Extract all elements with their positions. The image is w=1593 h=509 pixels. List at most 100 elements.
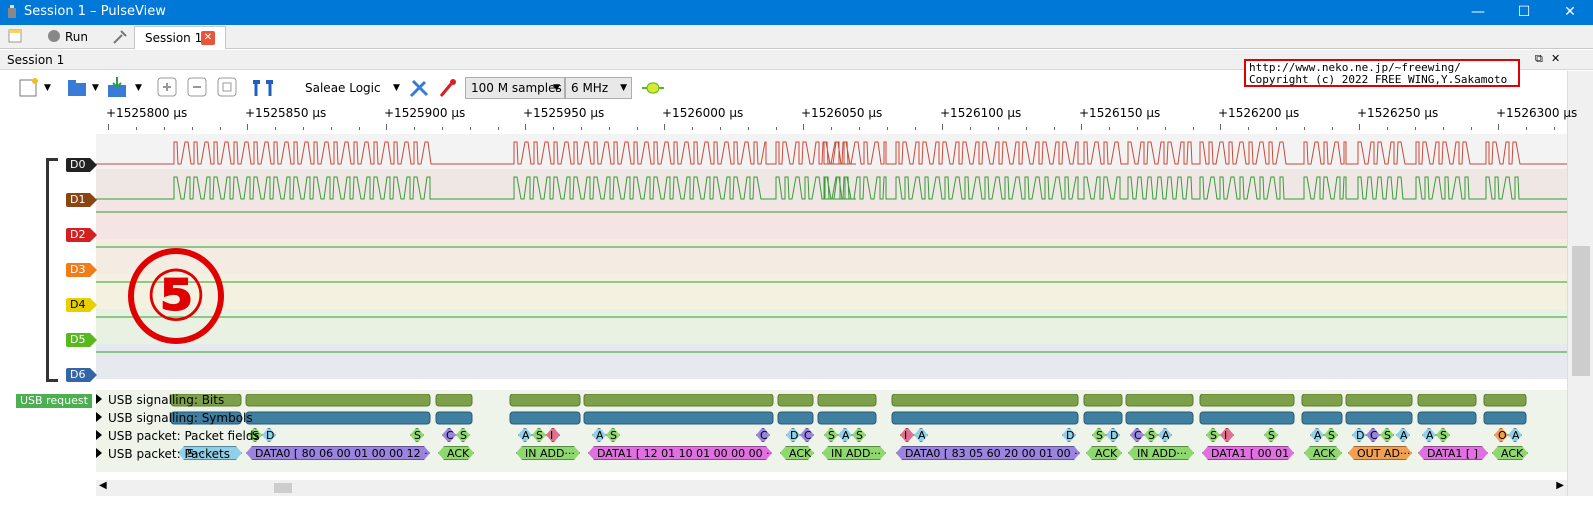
channel-label-d0[interactable]: D0	[66, 158, 97, 172]
packet-annotation[interactable]: DATA0 [ 80 06 00 01 00 00 12 ···	[246, 446, 430, 460]
packet-annotation[interactable]: IN ADD···	[1128, 446, 1194, 460]
packet-annotation[interactable]: IN ADD···	[516, 446, 580, 460]
sample-rate-select[interactable]: 6 MHz ▼	[565, 77, 632, 99]
packet-field[interactable]: A	[1396, 428, 1410, 442]
bit-segment	[245, 394, 431, 407]
chevron-down-icon[interactable]: ▼	[393, 83, 400, 93]
channel-label-d6[interactable]: D6	[66, 368, 97, 382]
usb-request-label[interactable]: USB request	[16, 394, 92, 408]
chevron-down-icon[interactable]: ▼	[92, 83, 99, 93]
close-dock-icon[interactable]: ✕	[1551, 52, 1561, 65]
close-window-button[interactable]: ✕	[1564, 4, 1576, 20]
packet-field[interactable]: C	[1366, 428, 1380, 442]
packet-field[interactable]: S	[1380, 428, 1394, 442]
packet-annotation[interactable]: DATA1 [ ]	[1418, 446, 1488, 460]
packet-field[interactable]: A	[1158, 428, 1172, 442]
channel-label-d5[interactable]: D5	[66, 333, 97, 347]
packet-field[interactable]: D	[1352, 428, 1366, 442]
packet-field[interactable]: S	[410, 428, 424, 442]
close-tab-icon[interactable]: ✕	[201, 31, 215, 45]
decoder-icon[interactable]	[641, 77, 665, 99]
zoom-in-icon[interactable]	[157, 77, 177, 99]
packet-field[interactable]: S	[1324, 428, 1338, 442]
packet-annotation[interactable]: ACK	[1304, 446, 1342, 460]
decoder-row-fields[interactable]: USB packet: Packet fields	[96, 429, 260, 443]
save-icon[interactable]	[106, 77, 130, 99]
time-ruler[interactable]: +1525800 µs +1525850 µs +1525900 µs +152595…	[96, 104, 1577, 134]
packet-annotation[interactable]: S···	[178, 446, 242, 460]
packet-field[interactable]: S	[248, 428, 262, 442]
packet-field[interactable]: I	[546, 428, 560, 442]
packet-field[interactable]: S	[1206, 428, 1220, 442]
packet-field[interactable]: A	[1422, 428, 1436, 442]
tools-icon[interactable]	[112, 29, 128, 45]
float-icon[interactable]: ⧉	[1535, 52, 1543, 65]
scroll-thumb[interactable]	[274, 483, 292, 493]
run-button[interactable]: Run	[65, 30, 89, 44]
packet-annotation[interactable]: ACK	[1086, 446, 1122, 460]
packet-field[interactable]: S	[1436, 428, 1450, 442]
packet-field[interactable]: D	[1106, 428, 1120, 442]
decoder-row-packets[interactable]: USB packet: Packets	[96, 447, 230, 461]
packet-field[interactable]: A	[838, 428, 852, 442]
channel-label-d3[interactable]: D3	[66, 263, 97, 277]
packet-field[interactable]: S	[824, 428, 838, 442]
horizontal-scrollbar[interactable]: ◀ ▶	[96, 480, 1567, 496]
packet-field[interactable]: S	[1144, 428, 1158, 442]
packet-field[interactable]: S	[1092, 428, 1106, 442]
tab-session-1[interactable]: Session 1 ✕	[134, 26, 226, 49]
packet-field[interactable]: A	[592, 428, 606, 442]
probe-icon[interactable]	[438, 77, 458, 99]
zoom-out-icon[interactable]	[187, 77, 207, 99]
packet-field[interactable]: A	[518, 428, 532, 442]
scroll-left-icon[interactable]: ◀	[99, 480, 107, 491]
packet-annotation[interactable]: DATA1 [ 12 01 10 01 00 00 00 ···	[588, 446, 772, 460]
packet-field[interactable]: O	[1494, 428, 1508, 442]
sample-count-select[interactable]: 100 M samples ▼	[465, 77, 565, 99]
packet-field[interactable]: S	[1264, 428, 1278, 442]
packet-annotation[interactable]: DATA1 [ 00 01 ]	[1202, 446, 1294, 460]
decoder-row-symbols[interactable]: USB signalling: Symbols	[96, 411, 253, 425]
packet-field[interactable]: A	[1310, 428, 1324, 442]
packet-field[interactable]: I	[900, 428, 914, 442]
scroll-thumb[interactable]	[1572, 246, 1590, 376]
scroll-right-icon[interactable]: ▶	[1556, 480, 1564, 491]
packet-field[interactable]: A	[1508, 428, 1522, 442]
packet-annotation[interactable]: DATA0 [ 83 05 60 20 00 01 00 ···	[896, 446, 1080, 460]
open-icon[interactable]	[66, 77, 88, 99]
channel-label-d2[interactable]: D2	[66, 228, 97, 242]
packet-field[interactable]: S	[606, 428, 620, 442]
packet-annotation[interactable]: OUT AD···	[1348, 446, 1412, 460]
new-view-icon[interactable]	[18, 77, 40, 99]
packet-field[interactable]: S	[532, 428, 546, 442]
packet-field[interactable]: S	[852, 428, 866, 442]
zoom-fit-icon[interactable]	[217, 77, 237, 99]
packet-field[interactable]: A	[914, 428, 928, 442]
packet-field[interactable]: D	[1062, 428, 1076, 442]
packet-annotation[interactable]: ACK	[1492, 446, 1528, 460]
vertical-scrollbar[interactable]	[1567, 71, 1593, 496]
packet-field[interactable]: D	[786, 428, 800, 442]
channel-label-d1[interactable]: D1	[66, 193, 97, 207]
packet-field[interactable]: D	[262, 428, 276, 442]
run-icon[interactable]	[47, 29, 61, 43]
device-selector[interactable]: Saleae Logic	[305, 81, 381, 95]
channel-label-d4[interactable]: D4	[66, 298, 97, 312]
config-icon[interactable]	[408, 77, 430, 99]
minimize-button[interactable]: —	[1471, 4, 1485, 20]
packet-annotation[interactable]: ACK	[780, 446, 814, 460]
packet-field[interactable]: S	[456, 428, 470, 442]
chevron-down-icon[interactable]: ▼	[44, 83, 51, 93]
packet-field[interactable]: C	[442, 428, 456, 442]
packet-field[interactable]: C	[756, 428, 770, 442]
packet-field[interactable]: C	[1130, 428, 1144, 442]
packet-field[interactable]: I	[1220, 428, 1234, 442]
packet-field[interactable]: C	[800, 428, 814, 442]
packet-annotation[interactable]: ACK	[438, 446, 474, 460]
cursor-icon[interactable]	[251, 77, 275, 99]
packet-annotation[interactable]: IN ADD···	[822, 446, 886, 460]
chevron-down-icon[interactable]: ▼	[135, 83, 142, 93]
new-session-icon[interactable]	[8, 29, 22, 43]
maximize-button[interactable]: ☐	[1517, 4, 1531, 20]
decoder-row-bits[interactable]: USB signalling: Bits	[96, 393, 224, 407]
